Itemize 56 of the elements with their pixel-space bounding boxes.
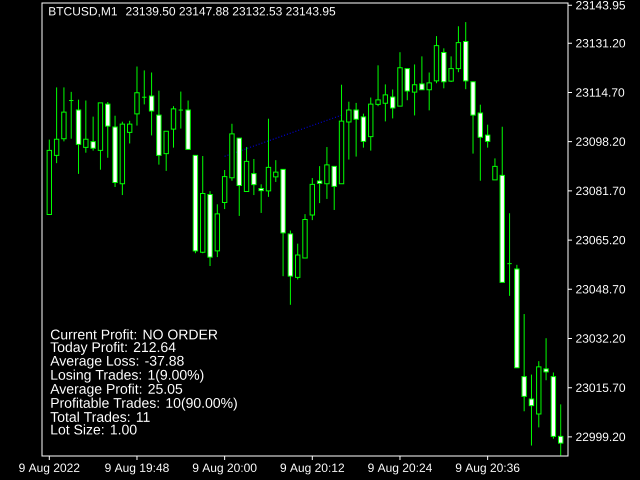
y-tick-label: 23032.20: [576, 334, 626, 343]
candlestick: [543, 338, 549, 381]
y-tick-label: 22999.20: [576, 432, 626, 442]
annotation: Lot Size: 1.00: [51, 424, 137, 435]
annotation: Profitable Trades: 10(90.00%): [51, 398, 237, 411]
candlestick: [126, 120, 132, 144]
y-tick-label: 23131.20: [576, 39, 626, 48]
y-tick-label: 23114.70: [576, 88, 624, 97]
candlestick: [332, 166, 337, 210]
candlestick: [178, 91, 184, 130]
candlestick: [353, 102, 359, 158]
annotation: Average Profit: 25.05: [50, 384, 182, 397]
annotation: Current Profit: NO ORDER: [50, 329, 218, 340]
candlestick: [170, 106, 176, 148]
annotation: Total Trades: 11: [50, 412, 150, 422]
x-tick-label: 9 Aug 20:24: [368, 464, 432, 474]
candlestick: [390, 88, 396, 119]
y-tick-label: 23098.20: [576, 137, 626, 146]
x-tick-label: 9 Aug 20:12: [280, 464, 344, 474]
candlestick: [426, 72, 432, 111]
x-tick-label: 9 Aug 19:48: [105, 464, 169, 474]
candlestick: [295, 243, 300, 280]
x-tick-label: 9 Aug 20:36: [456, 464, 520, 474]
candlestick: [484, 124, 490, 148]
y-tick-label: 23143.95: [576, 0, 626, 10]
candlestick: [83, 100, 89, 154]
candlestick: [375, 64, 381, 107]
candlestick: [251, 158, 257, 196]
y-tick-label: 23065.20: [576, 236, 626, 244]
candlestick: [404, 68, 410, 101]
candlestick: [382, 84, 388, 122]
candlestick: [273, 160, 278, 182]
annotation: Average Loss: -37.88: [50, 356, 184, 369]
candlestick: [521, 314, 527, 412]
annotation: Losing Trades: 1(9.00%): [51, 370, 204, 383]
candlestick: [528, 374, 534, 446]
x-tick-label: 9 Aug 2022: [19, 464, 80, 474]
candlestick: [346, 101, 352, 160]
candlestick: [134, 66, 140, 126]
candlestick: [266, 118, 272, 198]
chart-title: BTCUSD,M1: [49, 7, 117, 17]
y-tick-label: 23048.70: [576, 285, 626, 294]
annotation: Today Profit: 212.64: [50, 342, 176, 355]
y-tick-label: 23081.70: [576, 186, 626, 196]
candlestick: [54, 86, 60, 164]
y-tick-label: 23015.70: [576, 383, 626, 392]
x-tick-label: 9 Aug 20:00: [192, 464, 257, 474]
chart-subtitle: 23139.50 23147.88 23132.53 23143.95: [126, 7, 336, 16]
candlestick: [142, 70, 147, 105]
candlestick: [68, 91, 74, 140]
candlestick: [105, 102, 110, 158]
candlestick: [148, 72, 154, 136]
candlestick: [90, 116, 96, 152]
candlestick: [492, 158, 498, 180]
candlestick: [258, 184, 264, 214]
candlestick: [164, 130, 169, 172]
